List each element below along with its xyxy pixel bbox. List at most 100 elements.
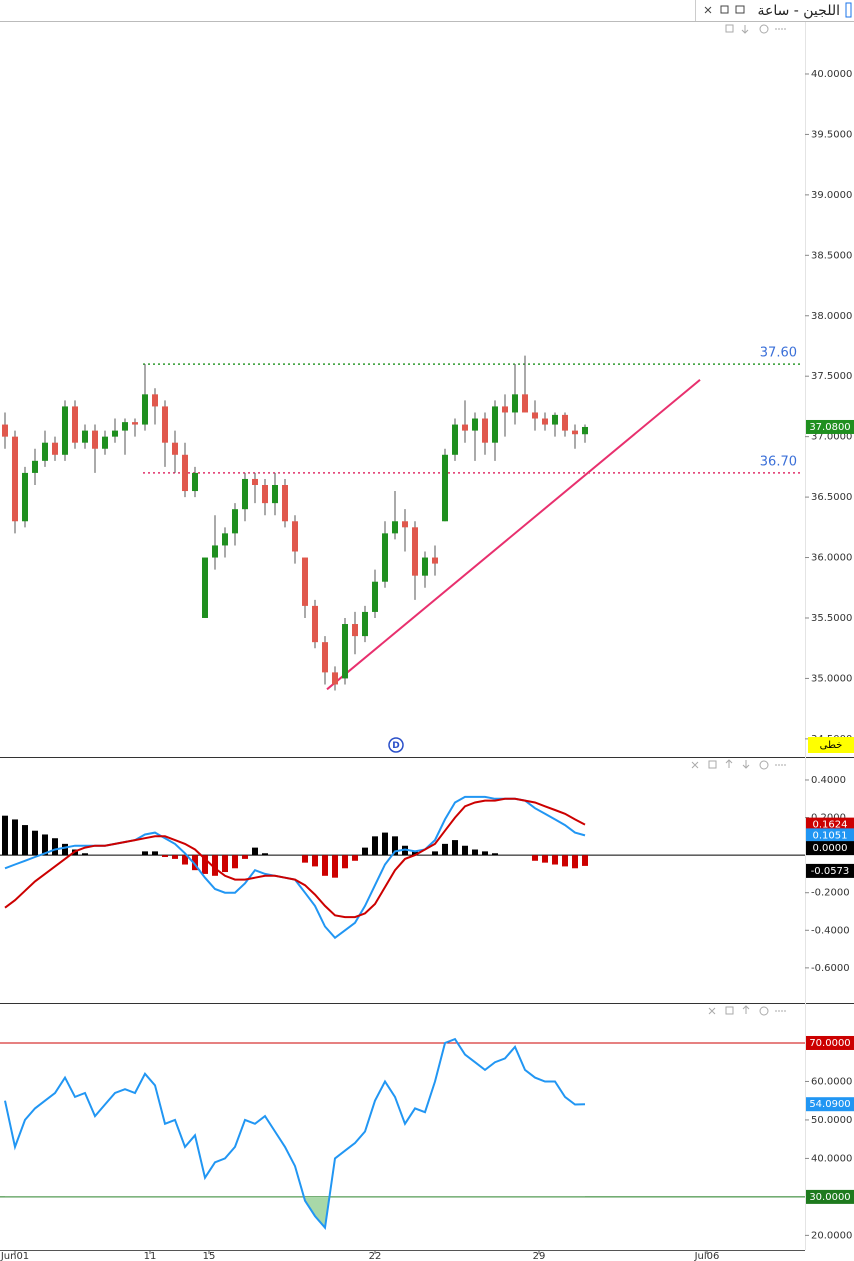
histogram-bar bbox=[412, 851, 418, 856]
y-tick-label: 35.0000 bbox=[811, 673, 852, 684]
histogram-bar bbox=[172, 855, 178, 859]
x-tick-label: Jul06 bbox=[694, 1251, 720, 1261]
histogram-bar bbox=[532, 855, 538, 861]
histogram-bar bbox=[462, 845, 468, 856]
y-tick-label: -0.6000 bbox=[811, 963, 850, 974]
histogram-bar bbox=[162, 855, 168, 858]
candle-body bbox=[552, 414, 558, 425]
histogram-bar bbox=[142, 851, 148, 856]
level-box-label: 70.0000 bbox=[809, 1038, 850, 1049]
y-tick-label: 40.0000 bbox=[811, 69, 852, 80]
pane-tool[interactable] bbox=[725, 759, 733, 768]
candle-body bbox=[302, 557, 308, 606]
histogram-bar bbox=[252, 847, 258, 856]
histogram-bar bbox=[442, 843, 448, 856]
histogram-bar bbox=[552, 855, 558, 865]
candle-body bbox=[242, 478, 248, 510]
candle-body bbox=[502, 406, 508, 413]
last-value-box-label: -0.0573 bbox=[811, 866, 850, 877]
pane-tools[interactable] bbox=[691, 24, 787, 1016]
candle-body bbox=[102, 436, 108, 449]
candle-body bbox=[22, 472, 28, 522]
histogram-bar bbox=[582, 855, 588, 866]
event-marker-label: D bbox=[392, 741, 399, 751]
style-badge bbox=[808, 737, 854, 753]
candle-body bbox=[72, 406, 78, 443]
pane-tool[interactable] bbox=[741, 25, 749, 34]
y-tick-label: 60.0000 bbox=[811, 1076, 852, 1087]
candle-body bbox=[92, 430, 98, 449]
zero-box-label: 0.0000 bbox=[813, 843, 848, 854]
candle-body bbox=[232, 509, 238, 534]
window-icon bbox=[845, 2, 852, 18]
histogram-bar bbox=[62, 843, 68, 856]
pane-tool[interactable] bbox=[759, 760, 769, 770]
candle-body bbox=[472, 418, 478, 431]
candle-body bbox=[152, 394, 158, 407]
y-tick-label: 20.0000 bbox=[811, 1230, 852, 1241]
y-tick-label: 38.5000 bbox=[811, 250, 852, 261]
candle-body bbox=[132, 422, 138, 425]
y-tick-label: 37.0000 bbox=[811, 432, 852, 443]
candle-body bbox=[452, 424, 458, 455]
candle-body bbox=[202, 557, 208, 618]
histogram-bar bbox=[52, 838, 58, 856]
last-value-box-label: 0.1051 bbox=[813, 830, 848, 841]
candle-body bbox=[342, 624, 348, 679]
max-icon[interactable] bbox=[720, 5, 729, 14]
pane-tool[interactable] bbox=[742, 760, 750, 769]
last-value-box bbox=[806, 419, 854, 434]
candle-body bbox=[82, 430, 88, 443]
x-tick-label: Jun01 bbox=[0, 1251, 29, 1261]
histogram-bar bbox=[472, 849, 478, 856]
pane-tool[interactable] bbox=[725, 1006, 734, 1015]
x-tick-label: 29 bbox=[533, 1251, 546, 1261]
y-tick-label: 0.4000 bbox=[811, 775, 846, 786]
pane-tool[interactable] bbox=[725, 24, 734, 33]
candle-body bbox=[352, 624, 358, 637]
histogram-bar bbox=[542, 855, 548, 863]
last-value-box bbox=[806, 1097, 854, 1112]
candle-body bbox=[402, 521, 408, 528]
pane-tool[interactable] bbox=[691, 761, 699, 769]
candle-body bbox=[262, 485, 268, 504]
histogram-bar bbox=[182, 855, 188, 865]
horizontal-line-label: 36.70 bbox=[760, 454, 797, 469]
histogram-bar bbox=[322, 855, 328, 876]
candle-body bbox=[532, 412, 538, 419]
histogram-bar bbox=[262, 853, 268, 856]
y-tick-label: 37.5000 bbox=[811, 371, 852, 382]
y-tick-label: 36.0000 bbox=[811, 553, 852, 564]
pane-tool[interactable] bbox=[708, 1007, 716, 1015]
histogram-bar bbox=[232, 855, 238, 869]
close-icon[interactable] bbox=[704, 6, 712, 14]
histogram-bar bbox=[332, 855, 338, 878]
y-tick-label: -0.2000 bbox=[811, 888, 850, 899]
candle-body bbox=[362, 611, 368, 637]
candle-body bbox=[62, 406, 68, 455]
candle-body bbox=[482, 418, 488, 443]
candle-body bbox=[322, 642, 328, 673]
horizontal-line-label: 37.60 bbox=[760, 346, 797, 361]
candle-body bbox=[292, 521, 298, 552]
pane-tool[interactable] bbox=[759, 1006, 769, 1016]
window-controls[interactable] bbox=[704, 5, 745, 14]
histogram-bar bbox=[562, 855, 568, 867]
restore-icon[interactable] bbox=[735, 5, 745, 14]
candle-body bbox=[412, 527, 418, 576]
histogram-bar bbox=[302, 855, 308, 863]
candle-body bbox=[392, 521, 398, 534]
candle-body bbox=[582, 426, 588, 435]
pane-tool[interactable] bbox=[742, 1005, 750, 1014]
candle-body bbox=[252, 478, 258, 486]
x-tick-label: 11 bbox=[144, 1251, 157, 1261]
candle-body bbox=[142, 394, 148, 425]
y-tick-label: 50.0000 bbox=[811, 1115, 852, 1126]
candle-body bbox=[282, 485, 288, 522]
pane-tool[interactable] bbox=[708, 760, 717, 769]
pane-tool[interactable] bbox=[759, 24, 769, 34]
candle-body bbox=[212, 545, 218, 558]
